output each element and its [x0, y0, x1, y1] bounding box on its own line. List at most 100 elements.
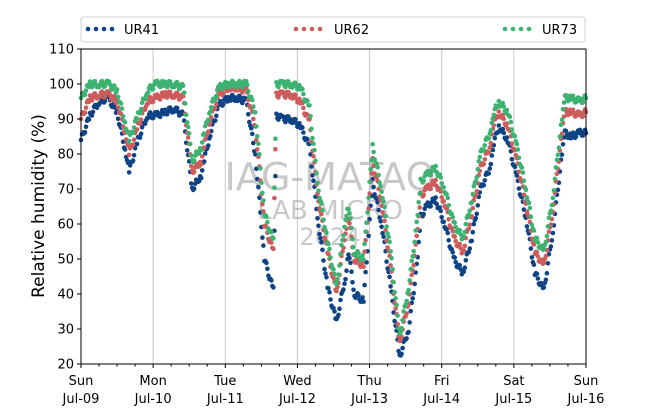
data-point — [396, 348, 401, 354]
data-point — [260, 235, 265, 240]
data-point — [382, 204, 387, 210]
data-point — [269, 229, 274, 235]
data-point — [401, 309, 406, 314]
data-point — [338, 297, 343, 303]
data-point — [191, 158, 197, 163]
data-point — [273, 146, 278, 152]
data-point — [83, 88, 89, 93]
data-point — [337, 306, 342, 312]
data-point — [560, 107, 566, 112]
data-point — [500, 100, 506, 106]
data-point — [256, 184, 261, 190]
data-point — [504, 135, 510, 140]
data-point — [388, 284, 393, 289]
data-point — [150, 99, 156, 105]
data-point — [342, 224, 347, 230]
data-point — [469, 200, 475, 205]
data-point — [428, 203, 434, 209]
data-point — [249, 125, 254, 131]
data-point — [412, 281, 418, 287]
data-point — [83, 105, 89, 110]
data-point — [421, 211, 427, 217]
data-point — [406, 329, 411, 335]
x-tick-label-date: Jul-14 — [422, 392, 460, 407]
legend-marker — [109, 26, 115, 32]
data-point — [286, 79, 291, 84]
data-point — [86, 117, 92, 122]
data-point — [253, 137, 259, 143]
data-point — [339, 242, 344, 248]
data-point — [475, 203, 481, 208]
data-point — [492, 135, 498, 141]
data-point — [453, 238, 459, 244]
legend-item-UR73: UR73 — [502, 23, 577, 38]
data-point — [392, 289, 397, 295]
data-point — [555, 187, 561, 193]
data-point — [474, 188, 480, 194]
data-point — [310, 173, 315, 178]
data-point — [481, 161, 487, 167]
data-point — [367, 216, 372, 222]
data-point — [521, 192, 527, 198]
data-point — [174, 105, 180, 111]
data-point — [433, 195, 439, 200]
data-point — [347, 220, 352, 226]
data-point — [428, 186, 434, 191]
data-point — [131, 137, 137, 142]
data-point — [394, 302, 399, 308]
data-point — [453, 224, 459, 230]
data-point — [344, 213, 349, 219]
data-point — [253, 124, 259, 129]
data-point — [102, 83, 108, 89]
data-point — [368, 166, 373, 172]
data-point — [82, 110, 88, 115]
data-point — [408, 266, 414, 272]
y-tick-label: 100 — [49, 78, 74, 93]
data-point — [198, 147, 204, 153]
data-point — [214, 93, 219, 99]
data-point — [543, 253, 549, 259]
data-point — [524, 209, 530, 214]
data-point — [102, 98, 108, 104]
data-point — [406, 287, 411, 293]
data-point — [286, 114, 291, 119]
data-point — [314, 170, 319, 176]
data-point — [475, 166, 481, 172]
data-point — [535, 254, 541, 259]
data-point — [552, 176, 558, 182]
data-point — [167, 89, 173, 95]
data-point — [376, 172, 381, 178]
data-point — [551, 188, 557, 193]
data-point — [383, 213, 388, 219]
data-point — [293, 92, 298, 97]
data-point — [466, 226, 472, 232]
x-tick-label-date: Jul-15 — [494, 392, 532, 407]
data-point — [346, 252, 351, 257]
data-point — [444, 227, 450, 232]
legend-marker — [301, 26, 307, 32]
data-point — [362, 241, 367, 247]
data-point — [520, 170, 526, 175]
data-point — [130, 142, 136, 147]
data-point — [548, 244, 554, 249]
data-point — [553, 165, 559, 170]
data-point — [119, 106, 125, 111]
data-point — [309, 126, 314, 132]
data-point — [509, 127, 515, 132]
data-point — [257, 151, 262, 157]
data-point — [500, 126, 506, 132]
data-point — [191, 169, 197, 175]
data-point — [463, 258, 469, 263]
data-point — [549, 238, 555, 243]
data-point — [392, 318, 397, 324]
data-point — [366, 195, 371, 201]
data-point — [271, 236, 276, 241]
data-point — [559, 152, 565, 157]
data-point — [349, 225, 354, 231]
data-point — [323, 271, 328, 276]
data-point — [250, 131, 255, 137]
data-point — [247, 119, 252, 125]
data-point — [404, 298, 409, 304]
y-tick-label: 60 — [57, 218, 74, 233]
data-point — [114, 87, 120, 92]
